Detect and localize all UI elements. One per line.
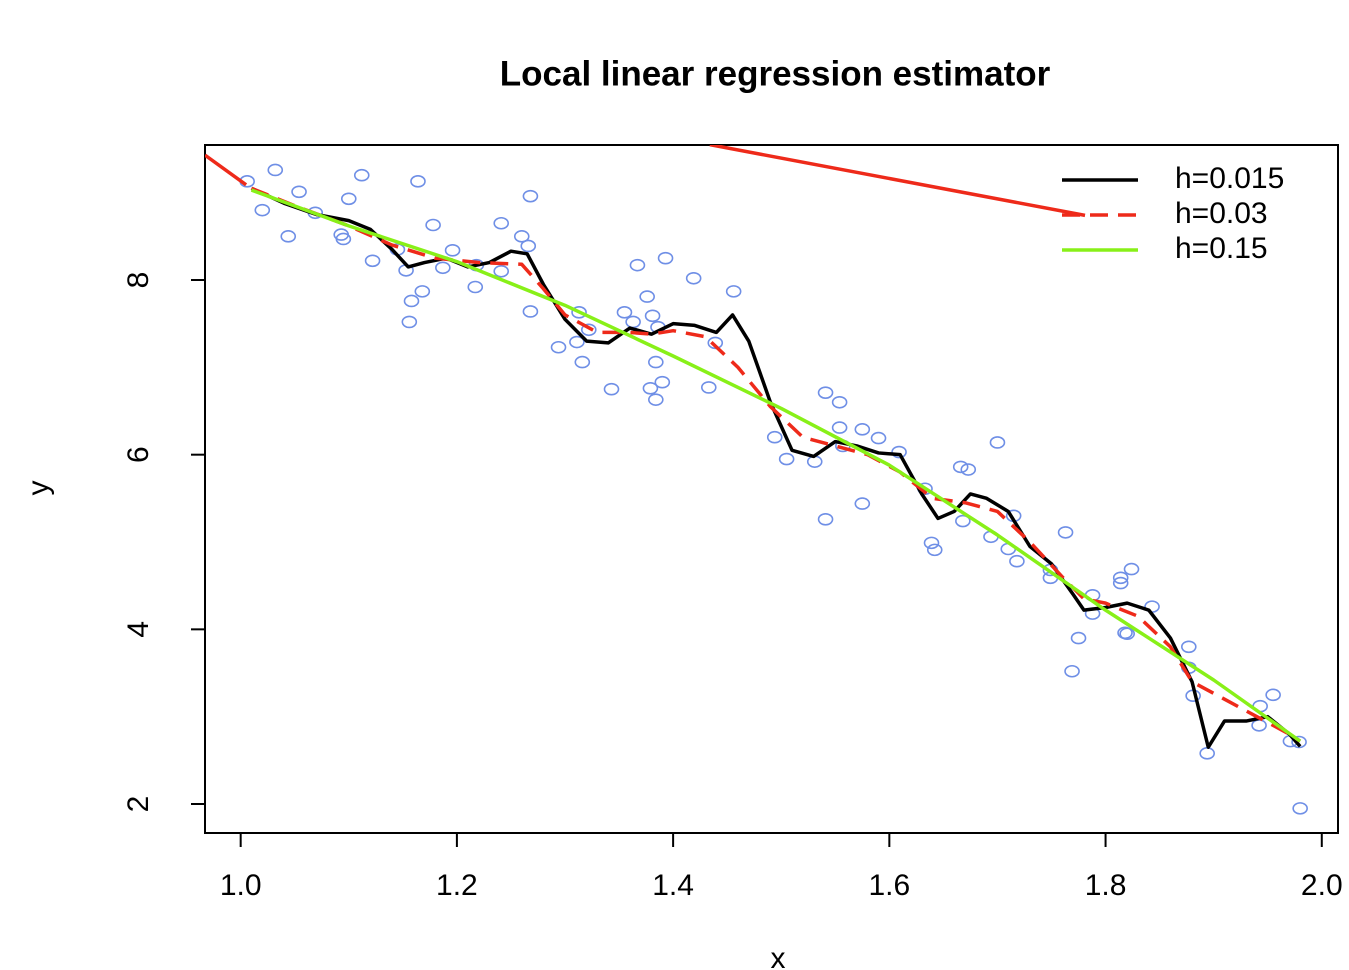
data-point: [1265, 688, 1281, 702]
data-point: [891, 445, 907, 459]
data-point: [955, 514, 971, 528]
data-point: [291, 185, 307, 199]
data-point: [960, 463, 977, 476]
data-point: [648, 355, 664, 369]
data-point: [806, 455, 823, 468]
data-point: [1292, 802, 1308, 815]
data-point: [401, 315, 418, 329]
data-point: [639, 290, 655, 303]
line-series: [250, 186, 1302, 749]
data-point: [817, 513, 834, 526]
data-point: [335, 232, 352, 246]
data-point: [1064, 664, 1080, 678]
x-tick-label: 2.0: [1301, 869, 1343, 902]
plot-area: [205, 145, 1308, 815]
y-tick-label: 8: [122, 272, 155, 289]
data-point: [725, 285, 742, 298]
data-point: [520, 239, 537, 253]
data-point: [574, 355, 591, 369]
x-tick-label: 1.8: [1085, 869, 1127, 902]
y-tick-label: 4: [122, 621, 155, 638]
legend-label: h=0.15: [1175, 232, 1268, 265]
data-point: [831, 395, 848, 409]
data-point: [778, 452, 795, 466]
data-point: [952, 460, 969, 474]
data-point: [642, 382, 659, 395]
data-point: [353, 168, 370, 182]
data-point: [700, 381, 717, 394]
data-point: [550, 340, 567, 354]
x-axis-label: x: [771, 942, 786, 970]
data-point: [644, 309, 661, 323]
x-tick-label: 1.2: [436, 869, 478, 902]
data-point: [467, 280, 484, 294]
data-point: [685, 271, 702, 285]
data-point: [493, 264, 510, 278]
data-point: [707, 336, 724, 350]
data-point: [831, 421, 848, 434]
data-point: [444, 244, 461, 257]
y-tick-label: 2: [122, 796, 155, 813]
data-point: [854, 423, 871, 436]
y-axis-label: y: [22, 481, 55, 496]
plot-frame: [204, 144, 1339, 834]
data-point: [1057, 526, 1074, 539]
data-point: [364, 254, 381, 268]
data-point: [522, 305, 539, 318]
data-point: [1112, 576, 1129, 590]
x-tick-label: 1.6: [868, 869, 910, 902]
data-point: [1119, 627, 1135, 641]
data-point: [989, 436, 1006, 449]
data-point: [267, 163, 284, 177]
data-point: [1070, 631, 1087, 645]
data-point: [817, 386, 834, 399]
legend-label: h=0.03: [1175, 197, 1268, 230]
data-point: [923, 536, 940, 550]
data-point: [1112, 571, 1129, 585]
line-series: [250, 186, 1302, 743]
data-point: [766, 430, 783, 444]
line-series: [250, 188, 1302, 743]
data-point: [657, 251, 674, 265]
data-point: [625, 315, 641, 329]
data-point: [410, 175, 426, 188]
data-point: [522, 189, 539, 203]
data-point: [616, 306, 633, 319]
data-point: [926, 543, 943, 557]
data-point: [854, 497, 871, 510]
legend-label: h=0.015: [1175, 162, 1284, 195]
data-point: [254, 203, 271, 217]
data-point: [1009, 554, 1025, 568]
data-point: [513, 230, 530, 243]
data-point: [340, 192, 357, 206]
data-point: [435, 261, 451, 275]
data-point: [1181, 640, 1197, 654]
line-series: [205, 145, 1086, 218]
data-point: [280, 230, 297, 243]
data-point: [403, 294, 420, 308]
x-tick-label: 1.0: [220, 869, 262, 902]
data-point: [648, 393, 664, 406]
data-point: [569, 335, 585, 349]
data-point: [629, 258, 646, 272]
data-point: [425, 218, 441, 232]
data-point: [1291, 735, 1307, 749]
data-point: [870, 431, 887, 445]
y-tick-label: 6: [122, 446, 155, 463]
x-tick-label: 1.4: [652, 869, 694, 902]
data-point: [1251, 719, 1267, 732]
data-point: [414, 285, 431, 298]
data-point: [571, 306, 587, 319]
data-point: [1199, 747, 1215, 760]
data-point: [603, 382, 620, 396]
data-point: [580, 323, 597, 337]
chart-title: Local linear regression estimator: [500, 54, 1051, 93]
data-point: [654, 375, 671, 389]
data-point: [1123, 562, 1140, 576]
data-point: [493, 216, 510, 230]
